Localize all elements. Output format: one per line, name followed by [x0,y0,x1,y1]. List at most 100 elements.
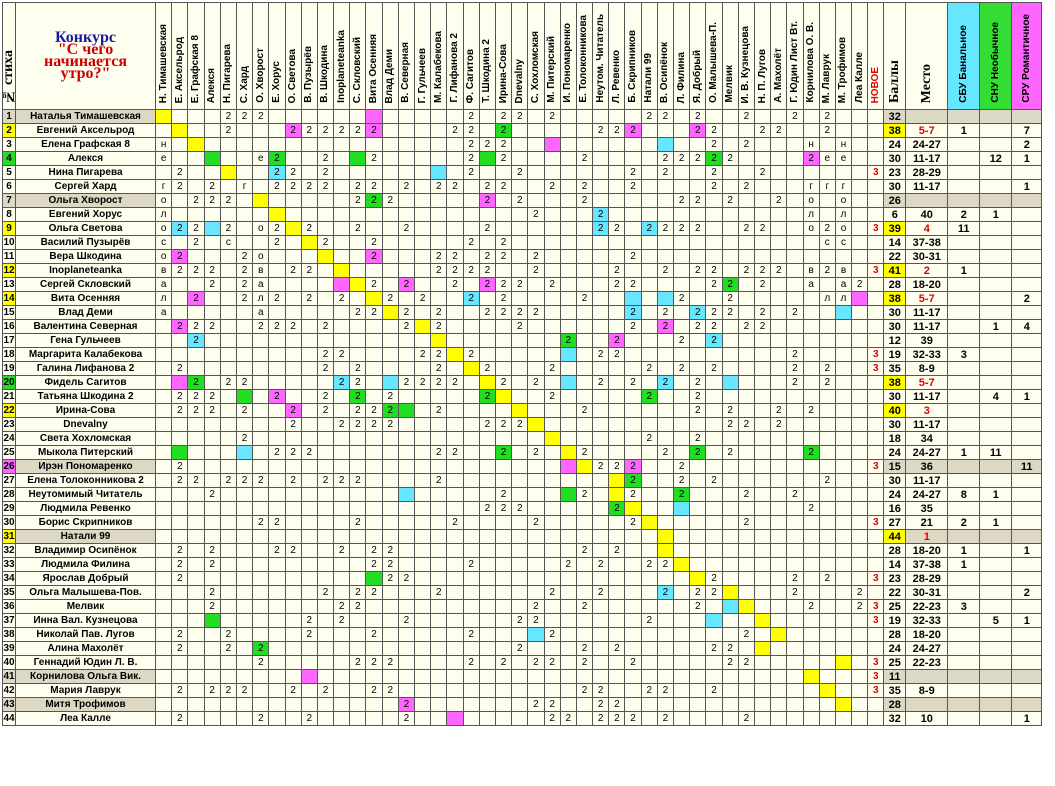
score-cell [834,305,853,320]
score-cell [494,473,513,488]
score-cell [203,501,221,516]
score-cell: 2 [624,319,642,334]
score-cell [802,557,820,572]
new-mark: 3 [867,669,885,684]
score-cell [721,711,739,726]
score-cell [446,487,464,502]
score-cell [527,137,545,152]
score-cell [834,557,853,572]
score-cell [171,137,189,152]
score-cell [689,655,707,670]
score-cell [333,571,351,586]
score-cell [413,641,432,656]
score-cell [333,249,351,264]
place-value: 2 [905,263,949,278]
score-cell [786,263,804,278]
score-cell [786,403,804,418]
score-cell [770,319,788,334]
snu-value [979,697,1013,712]
score-cell [300,207,318,222]
score-cell: 2 [705,319,723,334]
header-place: Место [905,2,949,110]
score-cell [300,235,318,250]
score-cell: 2 [640,109,658,124]
score-cell [235,193,254,208]
score-cell: 2 [511,165,529,180]
score-cell [753,487,772,502]
score-cell: е [252,151,270,166]
score-cell [430,697,448,712]
snu-value: 1 [979,207,1013,222]
score-cell [737,123,755,138]
score-cell [834,389,853,404]
score-cell [818,697,836,712]
score-cell [770,515,788,530]
score-cell [851,207,869,222]
score-cell [381,151,399,166]
score-cell [478,151,496,166]
score-cell [818,599,836,614]
score-cell [316,375,335,390]
score-cell: 2 [300,179,318,194]
score-cell [252,585,270,600]
score-cell [413,249,432,264]
score-cell [252,697,270,712]
score-cell [284,459,302,474]
score-cell [575,669,594,684]
score-cell [608,109,626,124]
score-cell [430,417,448,432]
score-cell [851,487,869,502]
score-cell [365,515,383,530]
score-cell: 2 [640,389,658,404]
score-cell: 2 [381,389,399,404]
score-cell: 2 [575,683,594,698]
header-juror: В. Шкодина [316,2,335,110]
sru-value [1011,487,1043,502]
author-name: Борис Скрипников [15,515,156,530]
score-cell: 2 [753,305,772,320]
score-cell [284,249,302,264]
score-cell: 2 [689,389,707,404]
score-cell [430,109,448,124]
score-cell: 2 [300,445,318,460]
score-cell: 2 [316,165,335,180]
score-cell [689,165,707,180]
score-cell [608,137,626,152]
score-cell [511,235,529,250]
score-cell: 2 [300,291,318,306]
score-cell [478,333,496,348]
score-cell [154,515,173,530]
score-cell [462,277,480,292]
table-row: 23 Dnevalny 2 2 2 2 2 2 2 2 2 2 2 30 11-17 [2,417,1043,432]
score-cell [203,627,221,642]
score-cell [721,221,739,236]
score-cell [672,347,691,362]
score-cell [284,333,302,348]
place-value [905,109,949,124]
score-cell: а [252,277,270,292]
score-cell [446,333,464,348]
new-mark: 3 [867,165,885,180]
score-cell [187,445,205,460]
sru-value: 1 [1011,179,1043,194]
sbu-value [947,235,981,250]
score-cell [235,585,254,600]
score-cell [689,179,707,194]
score-cell [252,347,270,362]
score-cell [851,445,869,460]
score-cell: 2 [608,347,626,362]
score-cell [187,501,205,516]
score-cell [430,165,448,180]
score-cell [397,403,416,418]
header-juror-label: Вита Осенняя [368,33,380,103]
score-cell [851,165,869,180]
score-cell: 2 [624,473,642,488]
score-cell [527,683,545,698]
score-cell [656,291,675,306]
score-cell [851,235,869,250]
score-cell [543,431,561,446]
balls-value: 41 [883,263,907,278]
balls-value: 15 [883,459,907,474]
score-cell: 2 [527,613,545,628]
score-cell [154,571,173,586]
